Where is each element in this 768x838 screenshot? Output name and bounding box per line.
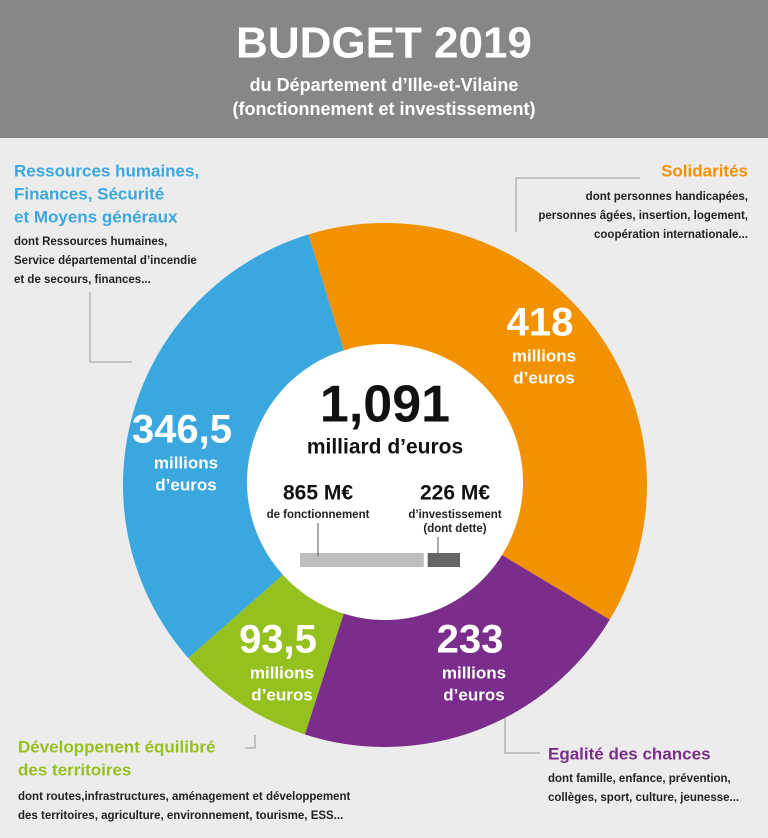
value-label: 346,5: [132, 408, 232, 452]
leader-line: [245, 735, 256, 749]
value-unit: d’euros: [513, 368, 574, 387]
value-label: 93,5: [239, 618, 317, 662]
value-unit: d’euros: [155, 475, 216, 494]
category-text: collèges, sport, culture, jeunesse...: [548, 792, 739, 804]
category-title: Solidarités: [661, 161, 748, 180]
value-unit: d’euros: [251, 685, 312, 704]
category-title: Ressources humaines,: [14, 161, 199, 180]
value-unit: d’euros: [443, 685, 504, 704]
category-text: dont Ressources humaines,: [14, 236, 167, 248]
header-band: [0, 0, 768, 138]
split-value: 865 M€: [283, 482, 353, 505]
category-title: et Moyens généraux: [14, 207, 178, 226]
split-value: 226 M€: [420, 482, 490, 505]
category-title: Développenent équilibré: [18, 737, 215, 756]
category-title: Finances, Sécurité: [14, 184, 164, 203]
category-text: et de secours, finances...: [14, 274, 151, 286]
category-text: personnes âgées, insertion, logement,: [538, 210, 748, 222]
split-bar: [300, 553, 424, 567]
leader-line: [515, 177, 640, 232]
split-caption: de fonctionnement: [267, 509, 370, 521]
leader-line: [504, 715, 540, 754]
split-caption: d’investissement: [408, 509, 501, 521]
value-label: 418: [507, 301, 574, 345]
split-bar: [427, 553, 460, 567]
split-caption: (dont dette): [423, 523, 486, 535]
category-title: Egalité des chances: [548, 744, 711, 763]
subtitle: (fonctionnement et investissement): [232, 99, 535, 119]
category-text: dont personnes handicapées,: [586, 191, 748, 203]
category-title: des territoires: [18, 760, 131, 779]
value-label: 233: [437, 618, 504, 662]
category-text: dont famille, enfance, prévention,: [548, 773, 731, 785]
value-unit: millions: [250, 663, 314, 682]
category-text: Service départemental d’incendie: [14, 255, 197, 267]
value-unit: millions: [154, 453, 218, 472]
value-unit: millions: [442, 663, 506, 682]
leader-lines: [89, 177, 640, 754]
center-disc: [247, 344, 523, 620]
category-text: des territoires, agriculture, environnem…: [18, 810, 343, 822]
total-value: 1,091: [320, 376, 450, 434]
title: BUDGET 2019: [236, 19, 532, 68]
total-unit: milliard d’euros: [307, 436, 463, 459]
category-text: dont routes,infrastructures, aménagement…: [18, 791, 350, 803]
value-unit: millions: [512, 346, 576, 365]
leader-line: [89, 292, 132, 363]
category-text: coopération internationale...: [594, 229, 748, 241]
subtitle: du Département d’Ille-et-Vilaine: [250, 75, 519, 95]
